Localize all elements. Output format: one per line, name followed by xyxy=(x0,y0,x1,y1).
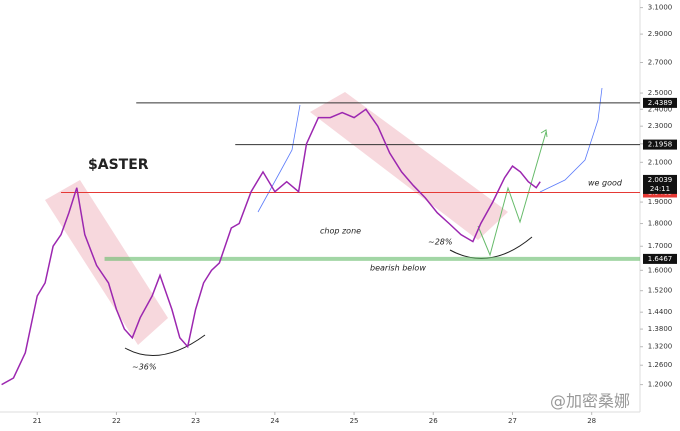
annotation: bearish below xyxy=(370,264,426,273)
y-tick-label: 2.3000 xyxy=(648,122,673,130)
y-tick-label: 1.7000 xyxy=(648,242,673,250)
annotation: we good xyxy=(588,179,623,188)
y-tick-label: 2.5000 xyxy=(648,89,673,97)
price-tag xyxy=(643,139,677,150)
arc xyxy=(449,236,533,259)
y-tick-label: 1.6000 xyxy=(648,266,673,274)
y-tick-label: 1.2000 xyxy=(648,381,673,389)
last-price-tag xyxy=(643,174,677,194)
price-tag-label: 1.6467 xyxy=(648,255,673,263)
x-tick-label: 27 xyxy=(508,417,517,425)
countdown: 24:11 xyxy=(650,185,670,193)
y-tick-label: 1.2600 xyxy=(648,361,673,369)
y-tick-label: 1.9000 xyxy=(648,198,673,206)
price-tag-label: 2.4389 xyxy=(648,99,673,107)
price-tag-label: 2.1958 xyxy=(648,141,673,149)
x-tick-label: 23 xyxy=(191,417,200,425)
annotation: ~36% xyxy=(132,363,156,372)
annotation: $ASTER xyxy=(88,157,149,173)
y-tick-label: 1.5200 xyxy=(648,287,673,295)
projection xyxy=(257,104,301,213)
arrow xyxy=(540,129,548,138)
projection xyxy=(539,87,603,193)
y-tick-label: 2.1000 xyxy=(648,158,673,166)
annotation: chop zone xyxy=(320,227,361,236)
watermark: @加密桑娜 xyxy=(550,392,630,411)
price-line xyxy=(1,108,541,386)
price-tag xyxy=(643,97,677,108)
y-tick-label: 1.8000 xyxy=(648,220,673,228)
y-tick-label: 2.9000 xyxy=(648,30,673,38)
x-tick-label: 21 xyxy=(33,417,42,425)
last-price-label: 2.0039 xyxy=(648,176,673,184)
y-tick-label: 2.7000 xyxy=(648,58,673,66)
projection xyxy=(477,131,547,257)
x-tick-label: 26 xyxy=(429,417,438,425)
channel xyxy=(310,92,508,240)
x-tick-label: 22 xyxy=(112,417,121,425)
plot: 1.2000 1.2600 1.3200 1.3800 1.4400 1.5200 1.60… xyxy=(1,4,677,425)
channel xyxy=(45,180,168,345)
arc xyxy=(124,334,206,357)
y-tick-label: 1.3800 xyxy=(648,325,673,333)
price-tag xyxy=(643,253,677,264)
x-tick-label: 25 xyxy=(350,417,359,425)
y-tick-label: 1.3200 xyxy=(648,343,673,351)
annotation: ~28% xyxy=(428,238,452,247)
x-tick-label: 28 xyxy=(587,417,596,425)
x-tick-label: 24 xyxy=(270,417,279,425)
y-tick-label: 1.4400 xyxy=(648,308,673,316)
y-tick-label: 2.4000 xyxy=(648,105,673,113)
y-tick-label: 3.1000 xyxy=(648,4,673,12)
